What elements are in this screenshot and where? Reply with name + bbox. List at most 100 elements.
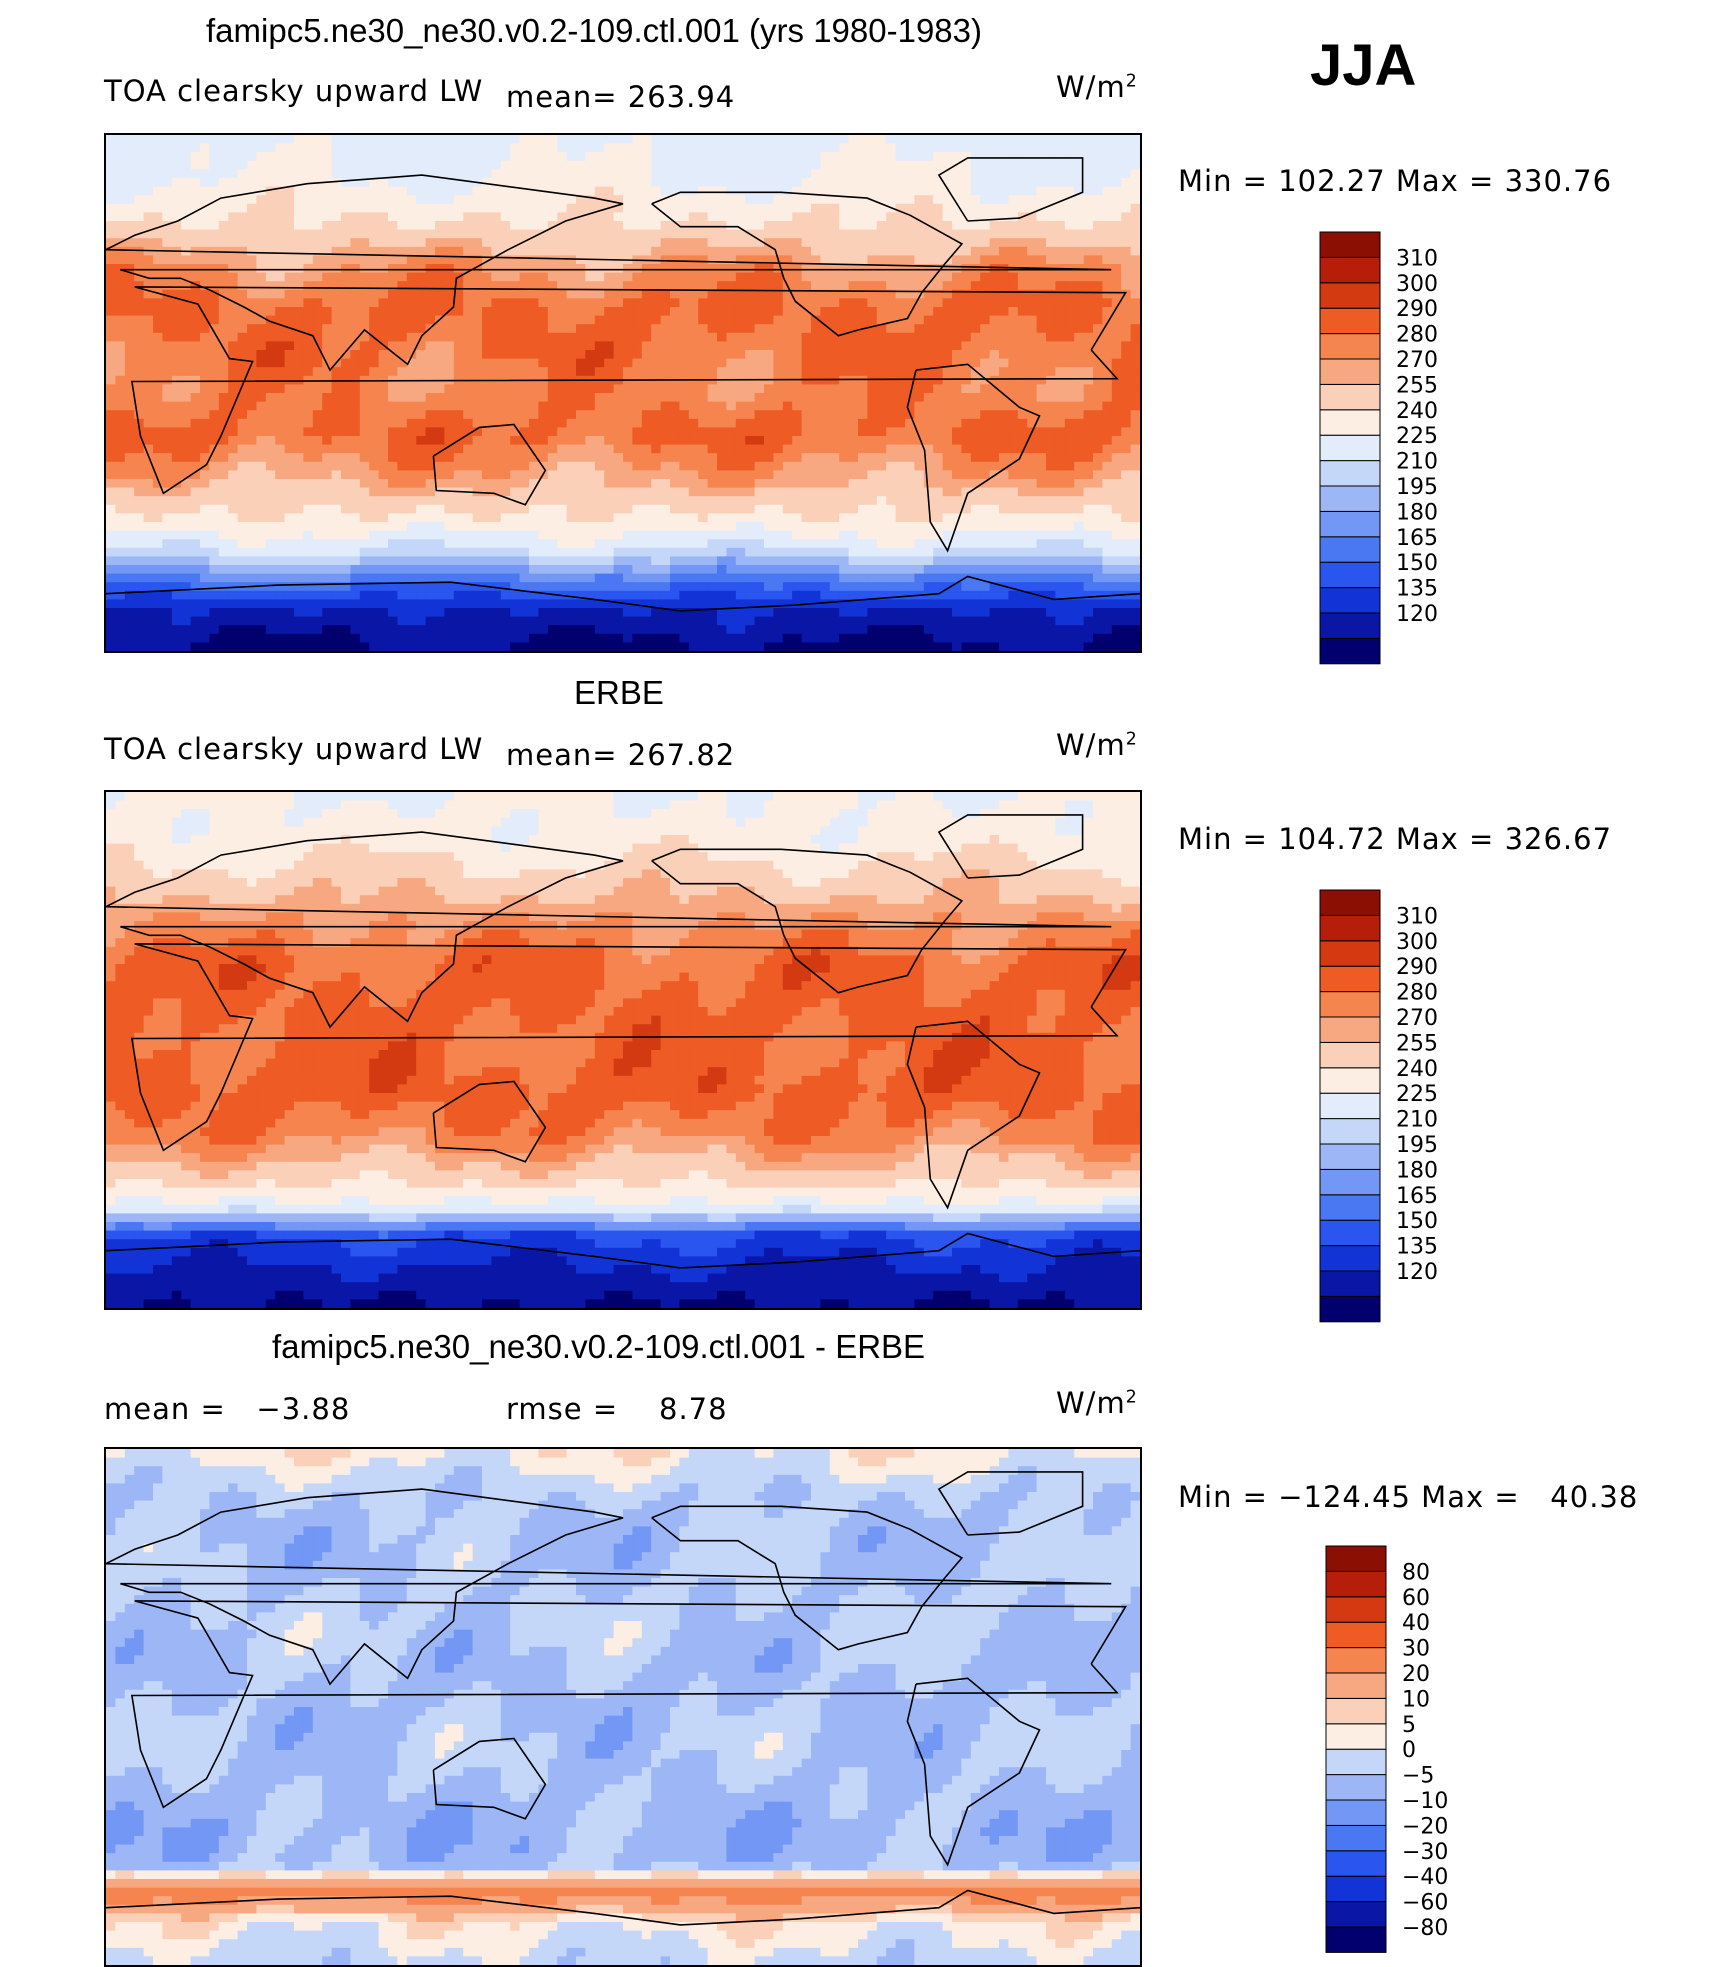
coastline xyxy=(106,1488,1112,1686)
panel-2-title: ERBE xyxy=(574,674,664,711)
colorbar-box xyxy=(1319,307,1381,335)
colorbar-box xyxy=(1319,587,1381,614)
coastline xyxy=(106,1889,1140,1926)
colorbar-box xyxy=(1319,1016,1381,1043)
colorbar-tick-label: 5 xyxy=(1402,1713,1416,1738)
panel-3-colorbar: 80 60 40 30 20 10 5 0 −5 −10 −20 −30 −40 −60 −80 xyxy=(1325,1545,1526,1956)
panel-2-field-plot xyxy=(106,792,1140,1308)
colorbar-box xyxy=(1319,940,1381,967)
colorbar-box xyxy=(1319,1194,1381,1221)
field-bands xyxy=(106,792,1140,1308)
colorbar-box xyxy=(1319,434,1381,462)
colorbar-box xyxy=(1325,1621,1387,1649)
colorbar-box xyxy=(1325,1723,1387,1750)
colorbar-box xyxy=(1319,333,1381,360)
colorbar-tick-label: 165 xyxy=(1396,1184,1438,1209)
panel-1-units: W/m2 xyxy=(1056,70,1138,104)
colorbar-tick-label: 165 xyxy=(1396,526,1438,551)
colorbar-box xyxy=(1325,1901,1387,1928)
coastline xyxy=(937,1471,1084,1536)
colorbar-boxes xyxy=(1319,231,1381,665)
colorbar-tick-label: −20 xyxy=(1402,1814,1448,1839)
colorbar-box xyxy=(1319,1041,1381,1069)
colorbar-box xyxy=(1319,914,1381,942)
coastline xyxy=(106,1232,1140,1269)
colorbar-tick-label: 290 xyxy=(1396,297,1438,322)
colorbar-box xyxy=(1325,1875,1387,1903)
colorbar-box xyxy=(1325,1748,1387,1776)
colorbar-box xyxy=(1319,965,1381,993)
colorbar-tick-label: −10 xyxy=(1402,1789,1448,1814)
colorbar-tick-label: 270 xyxy=(1396,348,1438,373)
colorbar-tick-label: 210 xyxy=(1396,450,1438,475)
panel-1-mean-label: mean= 263.94 xyxy=(506,80,736,114)
colorbar-box xyxy=(1325,1596,1387,1623)
colorbar-box xyxy=(1325,1824,1387,1852)
colorbar-box xyxy=(1319,1092,1381,1120)
panel-2-variable-label: TOA clearsky upward LW xyxy=(104,732,484,766)
coastline xyxy=(432,1737,547,1820)
colorbar-box xyxy=(1319,1270,1381,1297)
panel-1-variable-label: TOA clearsky upward LW xyxy=(104,74,484,108)
panel-2-map xyxy=(104,790,1142,1310)
colorbar-box xyxy=(1319,1168,1381,1196)
colorbar-box xyxy=(1319,409,1381,436)
coastline xyxy=(906,1677,1041,1867)
panel-1-field-plot xyxy=(106,135,1140,651)
colorbar-tick-label: 240 xyxy=(1396,1057,1438,1082)
coastline xyxy=(651,191,964,337)
colorbar-box xyxy=(1319,1219,1381,1247)
colorbar-box xyxy=(1325,1799,1387,1826)
panel-3-units: W/m2 xyxy=(1056,1386,1138,1420)
panel-3-minmax: Min = −124.45 Max = 40.38 xyxy=(1178,1480,1639,1514)
colorbar-tick-label: 60 xyxy=(1402,1586,1430,1611)
panel-2-colorbar: 310 300 290 280 270 255 240 225 210 195 180 165 150 1… xyxy=(1319,889,1520,1323)
colorbar-box xyxy=(1325,1545,1387,1572)
colorbar-tick-label: 135 xyxy=(1396,577,1438,602)
colorbar-box xyxy=(1319,889,1381,916)
colorbar-tick-label: 255 xyxy=(1396,1031,1438,1056)
panel-3-map xyxy=(104,1447,1142,1967)
colorbar-box xyxy=(1319,536,1381,563)
colorbar-box xyxy=(1319,282,1381,309)
season-label: JJA xyxy=(1310,33,1417,98)
colorbar-box xyxy=(1319,358,1381,385)
colorbar-boxes xyxy=(1319,889,1381,1323)
colorbar-tick-label: 195 xyxy=(1396,1133,1438,1158)
coastline xyxy=(106,831,1112,1029)
coastline xyxy=(432,1080,547,1163)
panel-3-mean-label: mean = −3.88 xyxy=(104,1392,351,1426)
colorbar-tick-label: 180 xyxy=(1396,500,1438,525)
coastlines xyxy=(106,157,1140,612)
colorbar-tick-label: 280 xyxy=(1396,981,1438,1006)
colorbar-tick-label: 240 xyxy=(1396,399,1438,424)
coastline xyxy=(906,1020,1041,1210)
colorbar-tick-label: 20 xyxy=(1402,1662,1430,1687)
colorbar-box xyxy=(1319,612,1381,639)
colorbar-boxes xyxy=(1325,1545,1387,1953)
colorbar-tick-label: 225 xyxy=(1396,1082,1438,1107)
colorbar-tick-label: 80 xyxy=(1402,1560,1430,1585)
colorbar-tick-label: 120 xyxy=(1396,602,1438,627)
panel-3-title: famipc5.ne30_ne30.v0.2-109.ctl.001 - ERB… xyxy=(272,1328,926,1365)
colorbar-tick-label: −80 xyxy=(1402,1916,1448,1941)
colorbar-tick-label: −40 xyxy=(1402,1865,1448,1890)
colorbar-box xyxy=(1325,1774,1387,1801)
colorbar-box xyxy=(1319,1143,1381,1170)
colorbar-tick-label: 40 xyxy=(1402,1611,1430,1636)
colorbar-box xyxy=(1319,1295,1381,1323)
field-bands xyxy=(106,1449,1140,1965)
colorbar-tick-label: 150 xyxy=(1396,1209,1438,1234)
colorbar-tick-label: 300 xyxy=(1396,930,1438,955)
panel-1-minmax: Min = 102.27 Max = 330.76 xyxy=(1178,164,1613,198)
colorbar-tick-label: 30 xyxy=(1402,1637,1430,1662)
colorbar-tick-label: −30 xyxy=(1402,1840,1448,1865)
colorbar-box xyxy=(1325,1570,1387,1598)
coastline xyxy=(906,363,1041,553)
coastline xyxy=(130,943,1128,1152)
colorbar-tick-label: 225 xyxy=(1396,424,1438,449)
colorbar-box xyxy=(1325,1850,1387,1877)
field-bands xyxy=(106,135,1140,651)
coastline xyxy=(651,1505,964,1651)
panel-1-map xyxy=(104,133,1142,653)
